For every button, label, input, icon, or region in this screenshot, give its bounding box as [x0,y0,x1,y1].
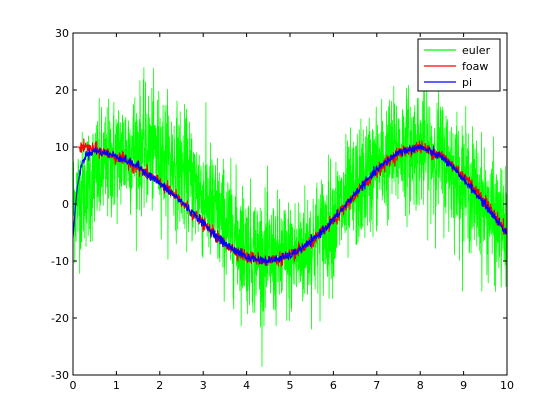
x-tick-label: 7 [373,379,380,392]
y-tick-label: 0 [62,198,69,211]
y-tick-label: 20 [55,84,69,97]
series-layer [73,67,507,367]
series-line-pi [73,144,507,267]
tick-layer: 0 1 2 3 4 5 6 7 8 9 10 -30 -20 -10 0 10 20 30 [51,27,514,392]
y-tick-label: -30 [51,369,69,382]
y-tick-label: 10 [55,141,69,154]
x-tick-label: 3 [200,379,207,392]
x-tick-label: 5 [287,379,294,392]
y-tick-label: 30 [55,27,69,40]
x-tick-label: 4 [243,379,250,392]
x-tick-label: 9 [460,379,467,392]
series-line-euler [73,67,507,367]
legend-label-pi: pi [462,76,472,89]
y-tick-label: -10 [51,255,69,268]
legend: euler foaw pi [417,38,501,92]
x-tick-label: 2 [156,379,163,392]
x-tick-label: 1 [113,379,120,392]
x-tick-label: 6 [330,379,337,392]
x-tick-label: 0 [70,379,77,392]
x-tick-label: 10 [500,379,514,392]
x-tick-label: 8 [417,379,424,392]
legend-label-foaw: foaw [462,60,488,73]
legend-label-euler: euler [462,44,491,57]
y-tick-label: -20 [51,312,69,325]
